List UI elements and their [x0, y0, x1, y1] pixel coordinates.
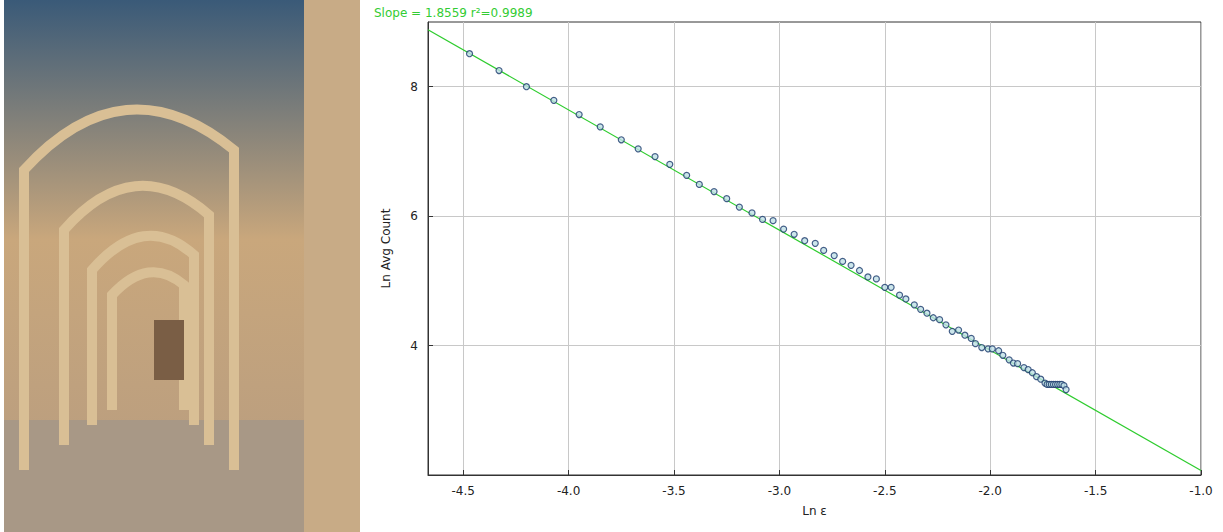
svg-text:Ln ε: Ln ε	[802, 504, 827, 518]
svg-text:Ln Avg Count: Ln Avg Count	[379, 208, 393, 288]
svg-text:4: 4	[410, 339, 418, 353]
svg-text:-2.5: -2.5	[873, 484, 896, 498]
svg-text:-1.0: -1.0	[1189, 484, 1212, 498]
svg-text:-4.0: -4.0	[557, 484, 580, 498]
svg-text:-2.0: -2.0	[978, 484, 1001, 498]
svg-text:-3.5: -3.5	[662, 484, 685, 498]
svg-text:Slope = 1.8559 r²=0.9989: Slope = 1.8559 r²=0.9989	[374, 6, 533, 20]
svg-text:-3.0: -3.0	[768, 484, 791, 498]
svg-text:-1.5: -1.5	[1084, 484, 1107, 498]
svg-text:8: 8	[410, 80, 418, 94]
svg-text:-4.5: -4.5	[451, 484, 474, 498]
svg-text:6: 6	[410, 209, 418, 223]
